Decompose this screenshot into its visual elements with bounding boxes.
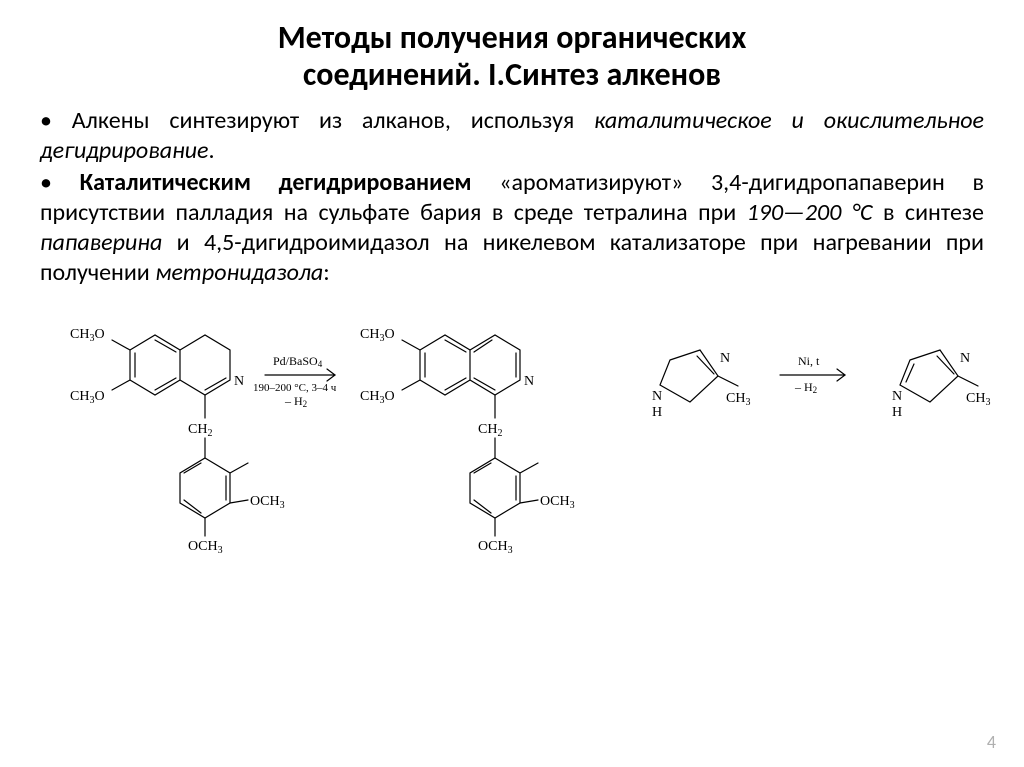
svg-text:OCH3: OCH3 xyxy=(188,539,223,556)
svg-text:CH3O: CH3O xyxy=(360,389,395,406)
arrow2-h2: – H2 xyxy=(794,380,817,395)
p2-bold: Каталитическим дегидрированием xyxy=(80,168,472,197)
svg-text:H: H xyxy=(892,405,902,420)
arrow-1: Pd/BaSO4 190–200 °C, 3–4 ч – H2 xyxy=(253,354,337,409)
svg-text:N: N xyxy=(892,389,902,404)
arrow1-top: Pd/BaSO4 xyxy=(273,354,323,369)
arrow1-cond: 190–200 °C, 3–4 ч xyxy=(253,382,337,394)
p2-ital2: папаверина xyxy=(40,228,162,257)
svg-text:CH3O: CH3O xyxy=(360,327,395,344)
svg-text:N: N xyxy=(652,389,662,404)
svg-text:N: N xyxy=(720,351,730,366)
svg-text:OCH3: OCH3 xyxy=(478,539,513,556)
reaction-diagram: N CH3O CH3O CH2 OCH3 OCH3 xyxy=(40,300,984,645)
title-line1: Методы получения органических xyxy=(278,18,747,57)
p1-pre: Алкены синтезируют из алканов, используя xyxy=(72,106,594,135)
svg-text:OCH3: OCH3 xyxy=(250,494,285,511)
paragraph-2: Каталитическим дегидрированием «ароматиз… xyxy=(40,168,984,288)
svg-text:N: N xyxy=(234,374,244,389)
page-number: 4 xyxy=(987,731,996,753)
arrow-2: Ni, t – H2 xyxy=(780,354,845,395)
body-text: Алкены синтезируют из алканов, используя… xyxy=(40,106,984,288)
svg-text:CH2: CH2 xyxy=(188,422,212,439)
reaction-svg: N CH3O CH3O CH2 OCH3 OCH3 xyxy=(40,300,1000,640)
svg-text:OCH3: OCH3 xyxy=(540,494,575,511)
p2-ital3: метронидазола xyxy=(155,258,323,287)
molecule-4: N N H CH3 xyxy=(892,350,990,420)
svg-text:CH3: CH3 xyxy=(966,391,990,408)
molecule-2: N CH3O CH3O CH2 OCH3 OCH3 xyxy=(360,327,575,556)
svg-text:CH3O: CH3O xyxy=(70,327,105,344)
svg-text:H: H xyxy=(652,405,662,420)
svg-text:N: N xyxy=(960,351,970,366)
title-line2: соединений. I.Синтез алкенов xyxy=(303,55,721,94)
p2-ital1: 190—200 °C xyxy=(747,198,873,227)
p2-b: в синтезе xyxy=(873,198,985,227)
paragraph-1: Алкены синтезируют из алканов, используя… xyxy=(40,106,984,166)
svg-text:CH2: CH2 xyxy=(478,422,502,439)
p1-post: . xyxy=(209,136,215,165)
slide-title: Методы получения органических соединений… xyxy=(40,20,984,94)
p2-d: : xyxy=(323,258,329,287)
svg-text:CH3O: CH3O xyxy=(70,389,105,406)
molecule-1: N CH3O CH3O CH2 OCH3 OCH3 xyxy=(70,327,285,556)
svg-text:CH3: CH3 xyxy=(726,391,750,408)
arrow2-top: Ni, t xyxy=(798,354,820,368)
svg-text:N: N xyxy=(524,374,534,389)
arrow1-h2: – H2 xyxy=(284,394,307,409)
molecule-3: N N H CH3 xyxy=(652,350,750,420)
